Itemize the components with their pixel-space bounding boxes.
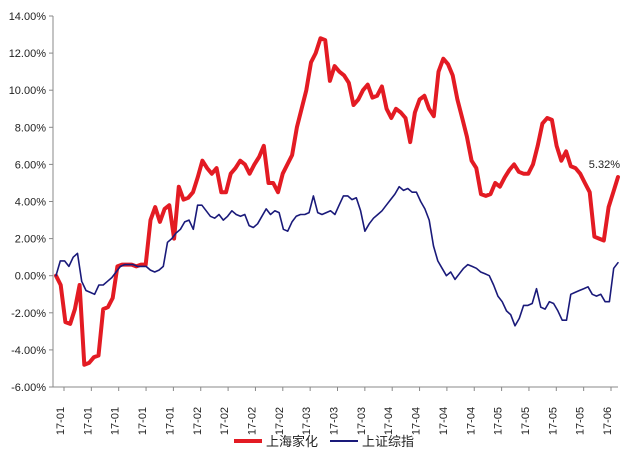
y-tick-label: -6.00% xyxy=(11,382,46,394)
series-line-0 xyxy=(54,36,620,367)
x-tick-label: 17-02 xyxy=(219,407,231,435)
series-line-1 xyxy=(55,185,619,327)
x-tick-label: 17-02 xyxy=(192,407,204,435)
legend-label-0: 上海家化 xyxy=(266,434,318,449)
x-tick-label: 17-02 xyxy=(274,407,286,435)
x-tick-label: 17-01 xyxy=(55,407,67,435)
legend: 上海家化 上证综指 xyxy=(234,434,414,449)
x-tick-label: 17-01 xyxy=(110,407,122,435)
legend-label-1: 上证综指 xyxy=(362,434,414,449)
x-tick-label: 17-04 xyxy=(383,407,395,435)
x-tick-labels: 17-01 17-01 17-01 17-01 17-01 17-02 17-02 17-02… xyxy=(55,407,614,435)
x-tick-label: 17-06 xyxy=(602,407,614,435)
x-tick-label: 17-04 xyxy=(411,407,423,435)
y-tick-label: -4.00% xyxy=(11,345,46,357)
y-tick-label: 14.00% xyxy=(9,11,47,23)
x-tick-label: 17-01 xyxy=(82,407,94,435)
x-tick-label: 17-02 xyxy=(246,407,258,435)
y-tick-label: 8.00% xyxy=(15,122,46,134)
x-tick-label: 17-03 xyxy=(301,407,313,435)
x-tick-label: 17-03 xyxy=(329,407,341,435)
x-tick-label: 17-01 xyxy=(137,407,149,435)
x-tick-label: 17-04 xyxy=(438,407,450,435)
y-tick-label: -2.00% xyxy=(11,308,46,320)
axes xyxy=(49,15,618,391)
x-tick-label: 17-05 xyxy=(547,407,559,435)
y-tick-label: 2.00% xyxy=(15,234,46,246)
y-tick-label: 10.00% xyxy=(9,85,47,97)
y-tick-label: 4.00% xyxy=(15,197,46,209)
x-tick-label: 17-01 xyxy=(164,407,176,435)
y-tick-labels: 14.00% 12.00% 10.00% 8.00% 6.00% 4.00% 2.00% 0.… xyxy=(9,11,47,394)
x-tick-label: 17-03 xyxy=(356,407,368,435)
x-tick-label: 17-05 xyxy=(575,407,587,435)
x-tick-label: 17-04 xyxy=(465,407,477,435)
y-tick-label: 6.00% xyxy=(15,159,46,171)
x-tick-label: 17-05 xyxy=(520,407,532,435)
y-tick-label: 12.00% xyxy=(9,48,47,60)
y-tick-label: 0.00% xyxy=(15,271,46,283)
x-tick-label: 17-05 xyxy=(493,407,505,435)
series-lines xyxy=(54,36,620,367)
end-value-label: 5.32% xyxy=(589,159,620,171)
